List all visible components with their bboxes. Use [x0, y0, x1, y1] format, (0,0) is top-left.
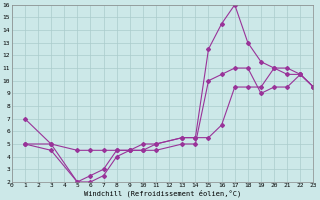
- X-axis label: Windchill (Refroidissement éolien,°C): Windchill (Refroidissement éolien,°C): [84, 190, 241, 197]
